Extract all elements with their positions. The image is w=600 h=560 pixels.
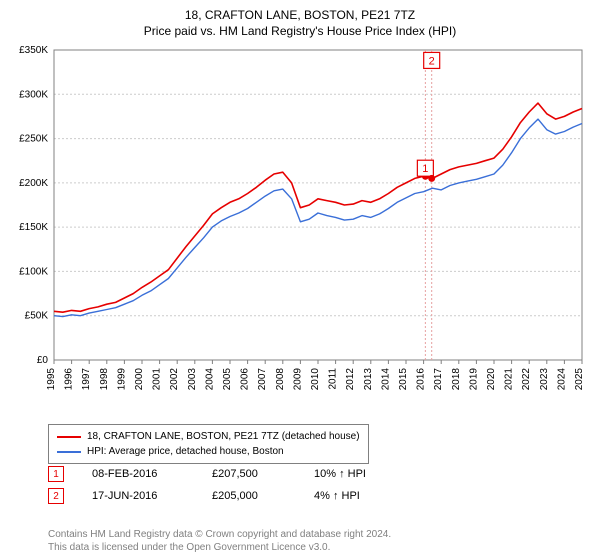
svg-text:2011: 2011 xyxy=(328,368,339,390)
svg-text:2024: 2024 xyxy=(556,368,567,391)
legend-label-hpi: HPI: Average price, detached house, Bost… xyxy=(87,444,284,459)
svg-text:2007: 2007 xyxy=(257,368,268,391)
sales-list: 1 08-FEB-2016 £207,500 10% ↑ HPI 2 17-JU… xyxy=(48,466,394,510)
svg-text:2013: 2013 xyxy=(363,368,374,391)
sale-row-1: 1 08-FEB-2016 £207,500 10% ↑ HPI xyxy=(48,466,394,482)
sale-date-1: 08-FEB-2016 xyxy=(92,468,184,480)
svg-text:£50K: £50K xyxy=(25,311,49,322)
svg-text:2025: 2025 xyxy=(574,368,585,391)
svg-text:1997: 1997 xyxy=(81,368,92,391)
svg-text:1: 1 xyxy=(422,163,428,175)
legend-swatch-hpi xyxy=(57,451,81,453)
legend-item-hpi: HPI: Average price, detached house, Bost… xyxy=(57,444,360,459)
chart-area: £0 £50K £100K £150K £200K £250K £300K £350K 1995… xyxy=(10,46,590,416)
svg-text:2020: 2020 xyxy=(486,368,497,391)
svg-text:£100K: £100K xyxy=(19,266,48,277)
sale-diff-1: 10% ↑ HPI xyxy=(314,468,394,480)
sale-marker-2: 2 xyxy=(48,488,64,504)
svg-text:2016: 2016 xyxy=(416,368,427,391)
svg-text:1995: 1995 xyxy=(46,368,57,391)
chart-title-line1: 18, CRAFTON LANE, BOSTON, PE21 7TZ xyxy=(0,0,600,24)
sale-price-2: £205,000 xyxy=(212,490,286,502)
legend-item-property: 18, CRAFTON LANE, BOSTON, PE21 7TZ (deta… xyxy=(57,429,360,444)
svg-text:2017: 2017 xyxy=(433,368,444,391)
svg-text:£250K: £250K xyxy=(19,134,48,145)
svg-text:1996: 1996 xyxy=(64,368,75,391)
svg-text:2012: 2012 xyxy=(345,368,356,391)
svg-text:2010: 2010 xyxy=(310,368,321,391)
svg-text:2023: 2023 xyxy=(539,368,550,391)
svg-text:2005: 2005 xyxy=(222,368,233,391)
svg-text:£300K: £300K xyxy=(19,89,48,100)
svg-text:2004: 2004 xyxy=(204,368,215,391)
footer-attribution: Contains HM Land Registry data © Crown c… xyxy=(48,528,391,554)
sale-row-2: 2 17-JUN-2016 £205,000 4% ↑ HPI xyxy=(48,488,394,504)
chart-title-line2: Price paid vs. HM Land Registry's House … xyxy=(0,24,600,44)
svg-text:2: 2 xyxy=(429,55,435,67)
sale-marker-1: 1 xyxy=(48,466,64,482)
svg-text:£0: £0 xyxy=(37,355,49,366)
svg-text:2022: 2022 xyxy=(521,368,532,391)
svg-text:2015: 2015 xyxy=(398,368,409,391)
svg-text:£150K: £150K xyxy=(19,222,48,233)
svg-text:2021: 2021 xyxy=(504,368,515,391)
svg-text:2006: 2006 xyxy=(240,368,251,391)
svg-text:£350K: £350K xyxy=(19,46,48,56)
legend-swatch-property xyxy=(57,436,81,438)
svg-text:2008: 2008 xyxy=(275,368,286,391)
svg-text:1998: 1998 xyxy=(99,368,110,391)
sale-date-2: 17-JUN-2016 xyxy=(92,490,184,502)
svg-text:2018: 2018 xyxy=(451,368,462,391)
svg-text:1999: 1999 xyxy=(116,368,127,391)
svg-text:2000: 2000 xyxy=(134,368,145,391)
legend-label-property: 18, CRAFTON LANE, BOSTON, PE21 7TZ (deta… xyxy=(87,429,360,444)
footer-line2: This data is licensed under the Open Gov… xyxy=(48,541,391,554)
svg-text:2019: 2019 xyxy=(468,368,479,391)
svg-text:2001: 2001 xyxy=(152,368,163,391)
svg-text:2009: 2009 xyxy=(292,368,303,391)
sale-diff-2: 4% ↑ HPI xyxy=(314,490,394,502)
svg-text:2014: 2014 xyxy=(380,368,391,391)
chart-container: 18, CRAFTON LANE, BOSTON, PE21 7TZ Price… xyxy=(0,0,600,560)
svg-text:2002: 2002 xyxy=(169,368,180,391)
line-chart-svg: £0 £50K £100K £150K £200K £250K £300K £350K 1995… xyxy=(10,46,590,416)
legend-box: 18, CRAFTON LANE, BOSTON, PE21 7TZ (deta… xyxy=(48,424,369,464)
svg-text:£200K: £200K xyxy=(19,178,48,189)
svg-text:2003: 2003 xyxy=(187,368,198,391)
sale-price-1: £207,500 xyxy=(212,468,286,480)
footer-line1: Contains HM Land Registry data © Crown c… xyxy=(48,528,391,541)
